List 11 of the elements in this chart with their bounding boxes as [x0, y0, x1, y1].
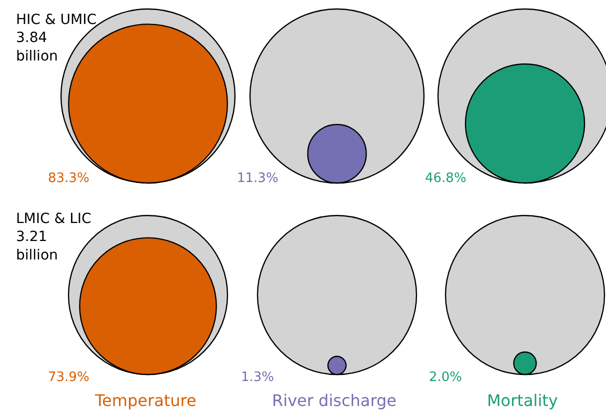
text: LMIC & LIC 3.21 billion — [16, 211, 92, 264]
category-label: Temperature — [94, 391, 196, 410]
data-label: 73.9% — [48, 370, 90, 385]
data-label: 1.3% — [241, 370, 274, 385]
category-label: Mortality — [487, 391, 558, 410]
data-label: 11.3% — [237, 171, 278, 186]
data-label: 46.8% — [425, 171, 466, 186]
category-label: River discharge — [272, 391, 397, 410]
data-label: 83.3% — [48, 171, 90, 186]
data-label: 2.0% — [429, 370, 462, 385]
text: HIC & UMIC 3.84 billion — [16, 12, 97, 64]
